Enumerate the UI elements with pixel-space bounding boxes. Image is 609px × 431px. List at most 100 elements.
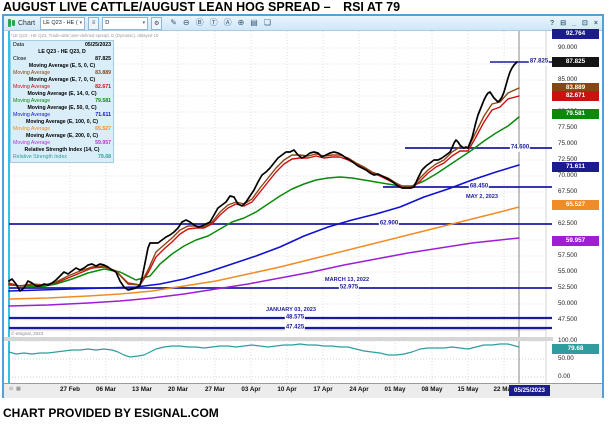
copyright-note: © eSignal, 2023 xyxy=(11,330,44,336)
help-button[interactable]: ? xyxy=(549,19,555,27)
level-date-label: JANUARY 03, 2023 xyxy=(265,306,317,313)
legend-value: 59.957 xyxy=(95,140,111,146)
clock-icon[interactable]: ⊙ xyxy=(9,386,14,392)
circle-a-icon[interactable]: Ⓐ xyxy=(223,18,232,27)
price-axis-label: 72.500 xyxy=(558,155,578,163)
legend-header: Moving Average (E, 200, 0, C) xyxy=(26,133,98,139)
current-date-badge: 05/25/2023 xyxy=(509,384,550,396)
circle-minus-icon[interactable]: ⊖ xyxy=(182,18,190,27)
legend-value: 79.68 xyxy=(98,154,111,160)
ema5-line xyxy=(8,87,520,287)
legend-label: Moving Average xyxy=(13,98,51,104)
chart-app-icon xyxy=(8,19,15,27)
chevron-down-icon: ▾ xyxy=(142,20,146,26)
legend-header: Moving Average (E, 50, 0, C) xyxy=(27,105,97,111)
legend-header: Relative Strength Index (14, C) xyxy=(24,147,100,153)
price-axis-label: 50.00 xyxy=(558,354,574,362)
level-date-label: MARCH 13, 2022 xyxy=(324,276,370,283)
calendar-icon[interactable]: ▦ xyxy=(16,386,21,392)
legend-header: LE Q23 - HE Q23, D xyxy=(38,49,86,55)
legend-label: Moving Average xyxy=(13,84,51,90)
price-axis-label: 55.000 xyxy=(558,267,578,275)
x-axis-tick[interactable]: 22 May xyxy=(493,385,515,393)
price-axis-label: 100.00 xyxy=(558,336,578,344)
legend-label: Data xyxy=(13,42,24,48)
level-label: 47.425 xyxy=(284,324,306,332)
x-axis-tick[interactable]: 13 Mar xyxy=(132,385,152,393)
rsi-line xyxy=(8,343,520,358)
price-badge: 83.889 xyxy=(552,83,599,93)
note-icon[interactable]: ▤ xyxy=(250,18,258,27)
x-axis-tick[interactable]: 03 Apr xyxy=(241,385,261,393)
minimize-button[interactable]: _ xyxy=(572,19,577,27)
symbol-menu-button[interactable]: ≡ xyxy=(88,16,100,30)
x-axis-tick[interactable]: 17 Apr xyxy=(313,385,333,393)
level-label: 48.575 xyxy=(284,314,306,322)
legend-label: Moving Average xyxy=(13,70,51,76)
interval-dropdown[interactable]: D ▾ xyxy=(102,16,149,30)
time-axis[interactable] xyxy=(4,383,602,398)
level-label: 68.450 xyxy=(468,183,490,191)
legend-label: Moving Average xyxy=(13,112,51,118)
price-axis-label: 85.000 xyxy=(558,75,578,83)
ema200-line xyxy=(8,237,520,307)
x-axis-tick[interactable]: 01 May xyxy=(384,385,406,393)
close-button[interactable]: × xyxy=(593,19,598,27)
legend-header: Moving Average (E, 100, 0, C) xyxy=(26,119,98,125)
page-title: AUGUST LIVE CATTLE/AUGUST LEAN HOG SPREA… xyxy=(3,0,401,14)
x-axis-tick[interactable]: 27 Mar xyxy=(205,385,225,393)
legend-row: Relative Strength Index 79.68 xyxy=(13,154,111,161)
price-badge: 92.764 xyxy=(552,29,599,39)
symbol-value: LE Q23 - HE ( xyxy=(43,20,78,26)
window-controls: ? ⊟ _ ⊡ × xyxy=(549,19,598,28)
legend-row: Moving Average 65.527 xyxy=(13,126,111,133)
legend-row: Moving Average 79.581 xyxy=(13,98,111,105)
x-axis-tick[interactable]: 08 May xyxy=(421,385,443,393)
level-label: 74.600 xyxy=(509,144,531,152)
price-badge: 59.957 xyxy=(552,236,599,246)
legend-row: Data 05/25/2023 xyxy=(13,42,111,49)
price-axis-label: 77.500 xyxy=(558,123,578,131)
price-badge: 79.68 xyxy=(552,344,599,354)
x-axis-tick[interactable]: 27 Feb xyxy=(60,385,80,393)
price-axis-label: 47.500 xyxy=(558,315,578,323)
chart-toolbar: Chart LE Q23 - HE ( ▾ ≡ D ▾ ⚙ ✎ ⊖ Ⓑ Ⓣ Ⓐ ⊕ ▤ ❏ ?… xyxy=(4,16,602,31)
level-label: 52.975 xyxy=(338,284,360,292)
symbol-note-line: *LE Q23 - HE Q23, Trade-able user-define… xyxy=(11,33,159,38)
level-label: 87.825 xyxy=(528,58,550,66)
legend-label: Close xyxy=(13,56,27,62)
price-badge: 79.581 xyxy=(552,109,599,119)
interval-value: D xyxy=(105,20,110,26)
legend-row: Close 87.825 xyxy=(13,56,111,63)
legend-value: 87.825 xyxy=(95,56,111,62)
symbol-dropdown[interactable]: LE Q23 - HE ( ▾ xyxy=(40,16,86,30)
price-axis-label: 57.500 xyxy=(558,251,578,259)
ema50-line xyxy=(8,164,520,292)
circle-plus-icon[interactable]: ⊕ xyxy=(237,18,245,27)
legend-header: Moving Average (E, 7, 0, C) xyxy=(28,77,96,83)
circle-b-icon[interactable]: Ⓑ xyxy=(195,18,204,27)
legend-value: 83.889 xyxy=(95,70,111,76)
chart-legend-panel: Data 05/25/2023 LE Q23 - HE Q23, D Close 87.… xyxy=(10,40,114,163)
legend-row: Moving Average 71.611 xyxy=(13,112,111,119)
x-axis-tick[interactable]: 06 Mar xyxy=(96,385,116,393)
layout-button[interactable]: ⊟ xyxy=(560,20,567,27)
interval-settings-button[interactable]: ⚙ xyxy=(151,16,163,30)
pencil-icon[interactable]: ✎ xyxy=(170,18,177,27)
legend-label: Relative Strength Index xyxy=(13,154,67,160)
legend-value: 79.581 xyxy=(95,98,111,104)
maximize-button[interactable]: ⊡ xyxy=(582,20,588,27)
legend-header: Moving Average (E, 14, 0, C) xyxy=(27,91,97,97)
callout-icon[interactable]: ❏ xyxy=(263,18,272,27)
x-axis-tick[interactable]: 10 Apr xyxy=(277,385,297,393)
circle-t-icon[interactable]: Ⓣ xyxy=(209,18,218,27)
x-axis-tick[interactable]: 15 May xyxy=(457,385,479,393)
x-axis-tick[interactable]: 20 Mar xyxy=(168,385,188,393)
pane-separator[interactable] xyxy=(4,336,553,341)
x-axis-tick[interactable]: 24 Apr xyxy=(349,385,369,393)
legend-value: 05/25/2023 xyxy=(85,42,111,48)
ema100-line xyxy=(8,206,520,300)
price-line xyxy=(8,61,518,292)
